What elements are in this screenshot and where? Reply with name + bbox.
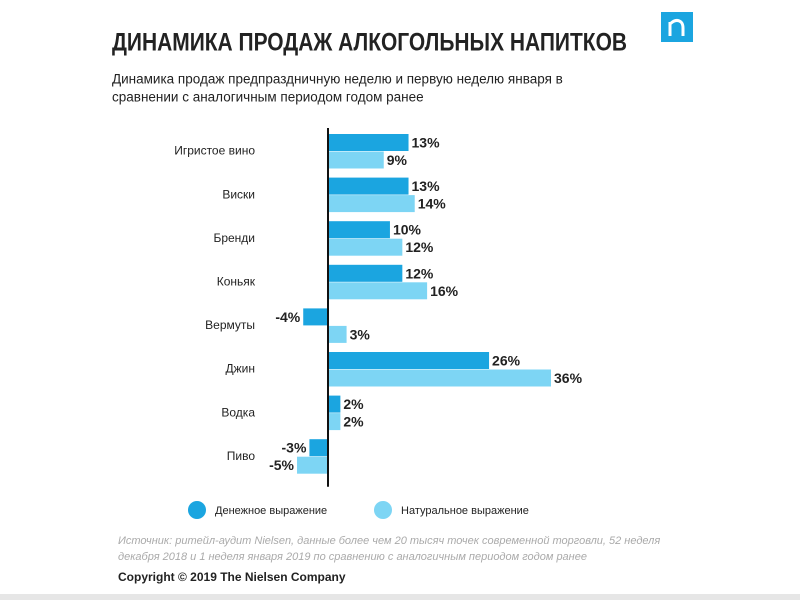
value-label: 3%: [350, 326, 371, 342]
bar: [328, 177, 409, 195]
category-label: Вермуты: [205, 318, 255, 332]
bar: [328, 134, 409, 151]
bar: [328, 151, 384, 169]
value-label: 9%: [387, 152, 408, 168]
source-note: Источник: ритейл-аудит Nielsen, данные б…: [118, 535, 660, 547]
value-label: -4%: [275, 309, 300, 325]
bar: [309, 439, 328, 457]
category-label: Виски: [222, 187, 255, 201]
value-label: 2%: [343, 396, 364, 412]
value-label: 13%: [412, 134, 441, 150]
category-label: Водка: [221, 405, 255, 419]
bar: [328, 395, 341, 413]
subtitle: сравнении с аналогичным периодом годом р…: [112, 90, 424, 105]
bottom-border: [0, 594, 800, 600]
category-label: Игристое вино: [174, 144, 255, 158]
value-label: 26%: [492, 352, 521, 368]
value-label: 12%: [405, 265, 434, 281]
value-label: 14%: [418, 196, 447, 212]
value-label: 12%: [405, 239, 434, 255]
logo-box: [661, 12, 693, 42]
source-note: декабря 2018 и 1 неделя января 2019 по с…: [118, 551, 587, 563]
category-label: Джин: [226, 362, 255, 376]
bar: [328, 413, 341, 431]
legend-marker: [374, 501, 392, 519]
bar: [328, 221, 390, 239]
value-label: 36%: [554, 370, 583, 386]
value-label: 2%: [343, 414, 364, 430]
logo-glyph: [668, 18, 685, 36]
bar: [328, 264, 403, 282]
bar: [328, 369, 551, 387]
category-label: Пиво: [227, 449, 256, 463]
subtitle: Динамика продаж предпраздничную неделю и…: [112, 72, 563, 87]
bar: [303, 308, 328, 326]
bar: [297, 456, 328, 474]
logo: [661, 12, 693, 42]
bar: [328, 238, 403, 256]
bar: [328, 325, 347, 343]
category-label: Коньяк: [217, 274, 256, 288]
category-label: Бренди: [213, 231, 255, 245]
legend-marker: [188, 501, 206, 519]
legend-label: Натуральное выражение: [401, 505, 529, 517]
value-label: -3%: [282, 440, 307, 456]
chart-title: ДИНАМИКА ПРОДАЖ АЛКОГОЛЬНЫХ НАПИТКОВ: [112, 29, 627, 57]
copyright: Copyright © 2019 The Nielsen Company: [118, 570, 346, 584]
value-label: 13%: [412, 178, 441, 194]
bar: [328, 282, 428, 300]
value-label: -5%: [269, 457, 294, 473]
value-label: 16%: [430, 283, 459, 299]
bar: [328, 352, 490, 369]
bar: [328, 195, 415, 213]
legend-label: Денежное выражение: [215, 505, 327, 517]
value-label: 10%: [393, 222, 422, 238]
